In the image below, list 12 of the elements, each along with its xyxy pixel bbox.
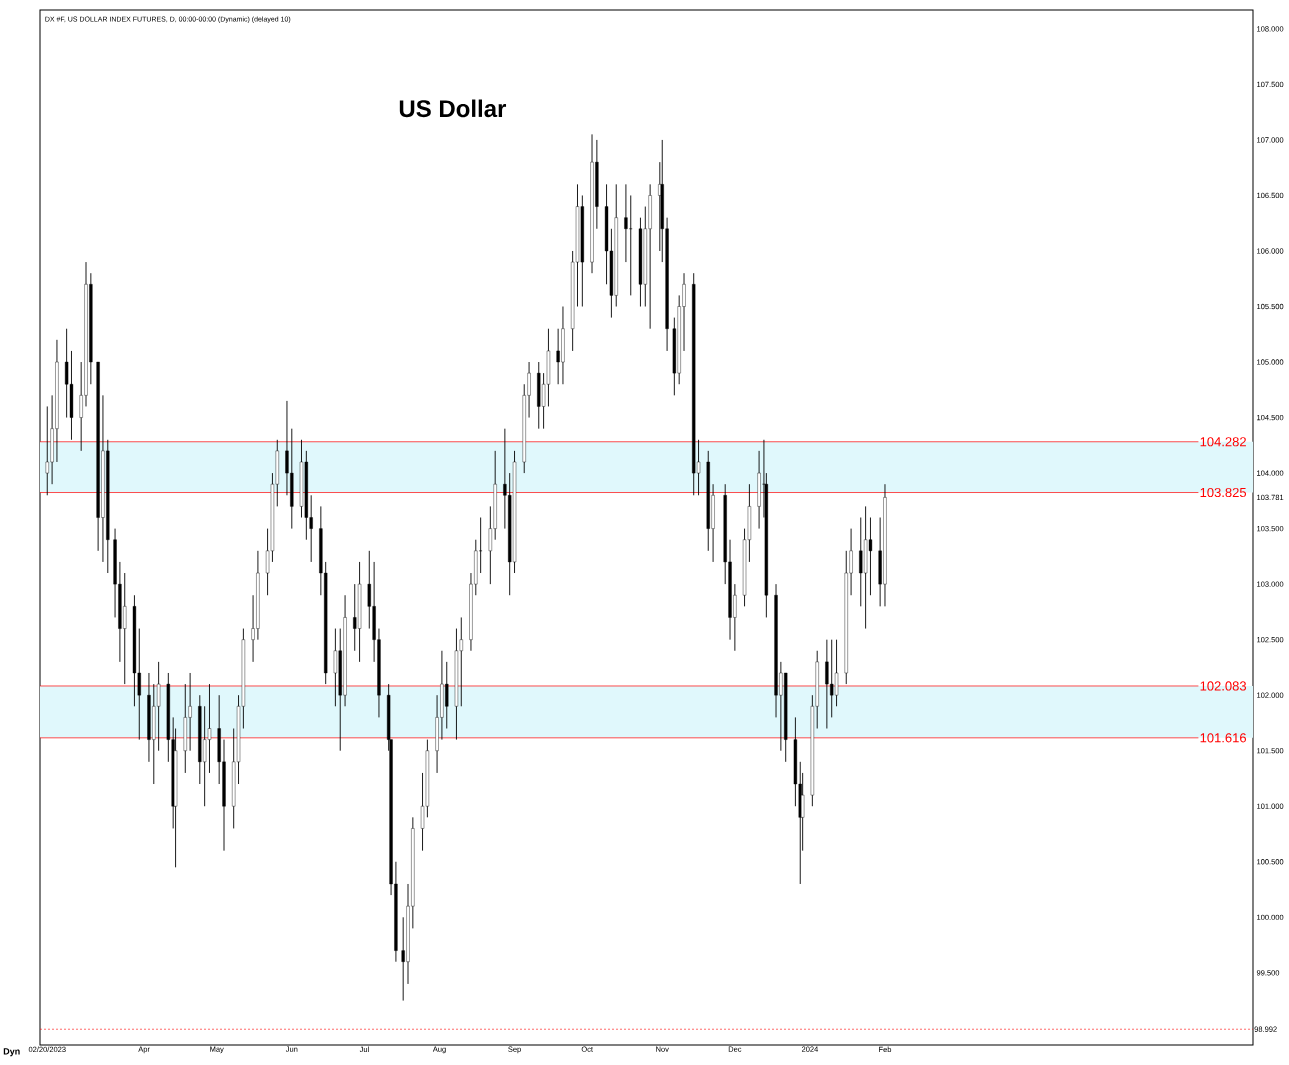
candlestick: [868, 517, 873, 596]
candlestick: [333, 628, 338, 707]
candlestick: [834, 639, 839, 707]
candlestick: [207, 683, 212, 774]
candlestick: [156, 661, 161, 752]
candlestick: [624, 183, 628, 263]
ref-line-label: 103.825: [1200, 487, 1247, 498]
ref-line-label: 104.282: [1200, 437, 1246, 447]
text: Dyn: [3, 1048, 20, 1057]
ref-line-label: 101.616: [1200, 733, 1247, 743]
ref-line-label: 102.083: [1200, 681, 1247, 691]
text: US Dollar: [399, 99, 507, 118]
